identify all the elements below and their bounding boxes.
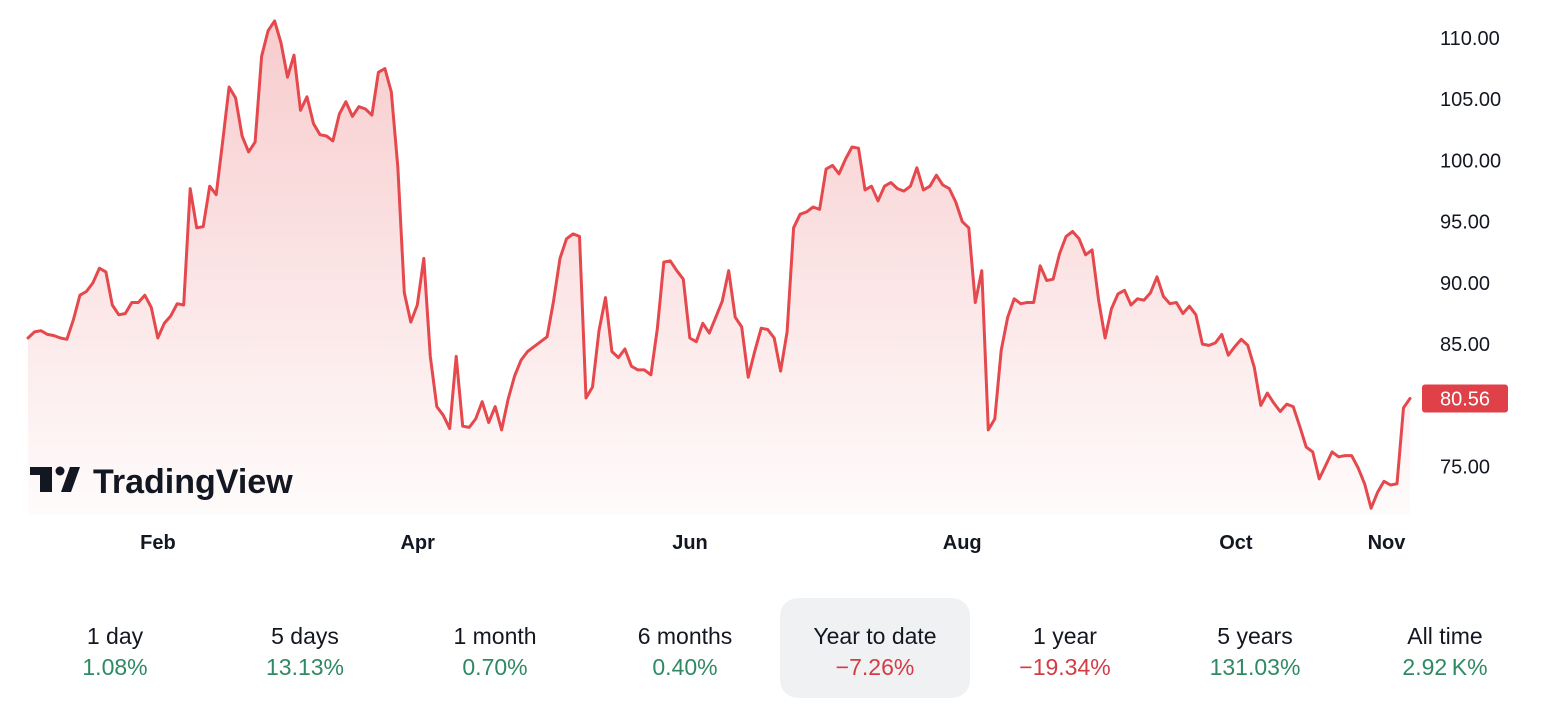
period-5-days[interactable]: 5 days 13.13% <box>210 598 400 698</box>
price-area-fill <box>28 20 1410 516</box>
x-axis: Feb Apr Jun Aug Oct Nov <box>140 532 1406 554</box>
last-price-badge: 80.56 <box>1422 384 1508 413</box>
period-change: 131.03% <box>1209 654 1301 680</box>
x-tick-label: Jun <box>672 532 708 554</box>
price-line <box>26 19 1412 510</box>
x-tick-label: Feb <box>140 532 176 554</box>
period-change: 0.70% <box>462 654 528 680</box>
price-chart[interactable]: TradingView 110.00 105.00 100.00 95.00 90.00… <box>0 0 1542 590</box>
period-label: 1 year <box>1033 623 1097 649</box>
period-change: 1.08% <box>82 654 148 680</box>
x-tick-label: Aug <box>943 532 982 554</box>
period-change: 13.13% <box>265 654 344 680</box>
period-selector: 1 day 1.08% 5 days 13.13% 1 month 0.70% … <box>20 598 1540 698</box>
period-label: All time <box>1407 623 1483 649</box>
y-tick-label: 95.00 <box>1440 212 1490 234</box>
period-5-years[interactable]: 5 years 131.03% <box>1160 598 1350 698</box>
period-label: 6 months <box>637 623 733 649</box>
y-tick-label: 100.00 <box>1440 151 1501 173</box>
period-change: −7.26% <box>835 654 915 680</box>
y-axis: 110.00 105.00 100.00 95.00 90.00 85.00 75.00 <box>1440 28 1501 479</box>
period-all-time[interactable]: All time 2.92 K% <box>1350 598 1540 698</box>
tradingview-logo-icon <box>30 466 80 492</box>
period-label: 1 month <box>453 623 537 649</box>
y-tick-label: 85.00 <box>1440 334 1490 356</box>
period-change: 2.92 K% <box>1402 654 1488 680</box>
period-1-month[interactable]: 1 month 0.70% <box>400 598 590 698</box>
period-6-months[interactable]: 6 months 0.40% <box>590 598 780 698</box>
period-label: 5 years <box>1217 623 1293 649</box>
x-tick-label: Nov <box>1368 532 1407 554</box>
y-tick-label: 110.00 <box>1440 28 1500 50</box>
period-1-year[interactable]: 1 year −19.34% <box>970 598 1160 698</box>
period-label: 1 day <box>86 623 144 649</box>
tradingview-logo-text: TradingView <box>93 463 293 501</box>
x-tick-label: Oct <box>1219 532 1253 554</box>
y-tick-label: 105.00 <box>1440 89 1501 111</box>
x-tick-label: Apr <box>400 532 435 554</box>
y-tick-label: 90.00 <box>1440 273 1490 295</box>
period-change: −19.34% <box>1019 654 1111 680</box>
period-change: 0.40% <box>652 654 718 680</box>
period-label: 5 days <box>271 623 339 649</box>
last-price-label: 80.56 <box>1440 389 1490 411</box>
period-year-to-date[interactable]: Year to date −7.26% <box>780 598 970 698</box>
y-tick-label: 75.00 <box>1440 457 1490 479</box>
period-1-day[interactable]: 1 day 1.08% <box>20 598 210 698</box>
tradingview-logo: TradingView <box>30 463 293 501</box>
period-label: Year to date <box>813 623 937 649</box>
